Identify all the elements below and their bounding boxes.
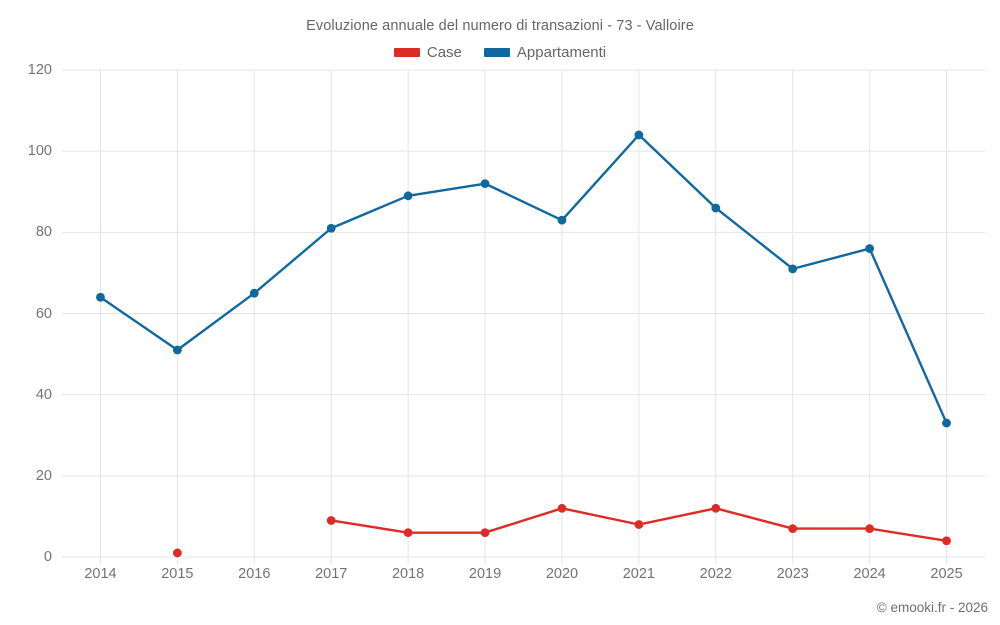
x-tick-label: 2016 [238, 566, 271, 582]
data-point-case-2022[interactable] [711, 503, 721, 513]
data-point-case-2017[interactable] [326, 516, 336, 525]
data-point-appartamenti-2016[interactable] [249, 288, 259, 298]
data-point-appartamenti-2019[interactable] [480, 179, 490, 189]
y-tick-label: 40 [35, 386, 52, 403]
x-tick-label: 2021 [622, 566, 656, 582]
x-tick-label: 2014 [84, 566, 117, 582]
data-point-appartamenti-2021[interactable] [634, 130, 644, 140]
data-point-case-2021[interactable] [634, 520, 644, 529]
x-tick-label: 2019 [468, 566, 502, 582]
data-point-appartamenti-2023[interactable] [788, 264, 798, 274]
legend-item-case[interactable]: Case [393, 44, 462, 61]
y-tick-label: 20 [35, 467, 52, 484]
y-tick-label: 120 [27, 62, 52, 78]
data-point-case-2018[interactable] [403, 528, 413, 538]
x-tick-label: 2020 [545, 566, 579, 582]
copyright-footer: © emooki.fr - 2026 [876, 600, 988, 615]
x-tick-label: 2023 [776, 566, 809, 582]
legend-swatch-appartamenti [483, 48, 510, 57]
data-point-case-2020[interactable] [557, 503, 567, 513]
data-point-appartamenti-2018[interactable] [403, 191, 413, 201]
x-tick-label: 2017 [315, 566, 348, 582]
data-point-case-2023[interactable] [788, 524, 798, 533]
x-tick-label: 2015 [161, 566, 194, 582]
series-line-appartamenti [99, 133, 948, 425]
data-point-appartamenti-2024[interactable] [865, 244, 875, 253]
data-point-appartamenti-2014[interactable] [96, 292, 105, 302]
data-point-appartamenti-2022[interactable] [711, 203, 721, 213]
legend-label-appartamenti: Appartamenti [516, 44, 607, 61]
data-point-appartamenti-2015[interactable] [172, 345, 182, 355]
x-tick-label: 2018 [391, 566, 425, 582]
data-point-appartamenti-2017[interactable] [326, 223, 336, 233]
y-tick-label: 80 [35, 224, 52, 241]
chart-title: Evoluzione annuale del numero di transaz… [306, 18, 694, 34]
y-tick-label: 0 [43, 549, 52, 565]
data-point-appartamenti-2020[interactable] [557, 215, 567, 225]
x-tick-label: 2024 [853, 566, 886, 582]
data-point-case-2025[interactable] [942, 536, 951, 546]
x-tick-label: 2025 [930, 566, 963, 582]
x-tick-label: 2022 [699, 566, 732, 582]
legend-swatch-case [393, 48, 420, 57]
data-point-case-2024[interactable] [865, 524, 875, 533]
legend-item-appartamenti[interactable]: Appartamenti [483, 44, 607, 61]
data-point-appartamenti-2025[interactable] [942, 418, 951, 428]
legend-label-case: Case [426, 44, 462, 61]
data-point-case-2019[interactable] [480, 528, 490, 538]
chart-legend: Case Appartamenti [0, 44, 1000, 61]
y-tick-label: 100 [27, 143, 52, 160]
data-point-case-2015[interactable] [172, 548, 182, 558]
y-tick-label: 60 [35, 305, 52, 322]
